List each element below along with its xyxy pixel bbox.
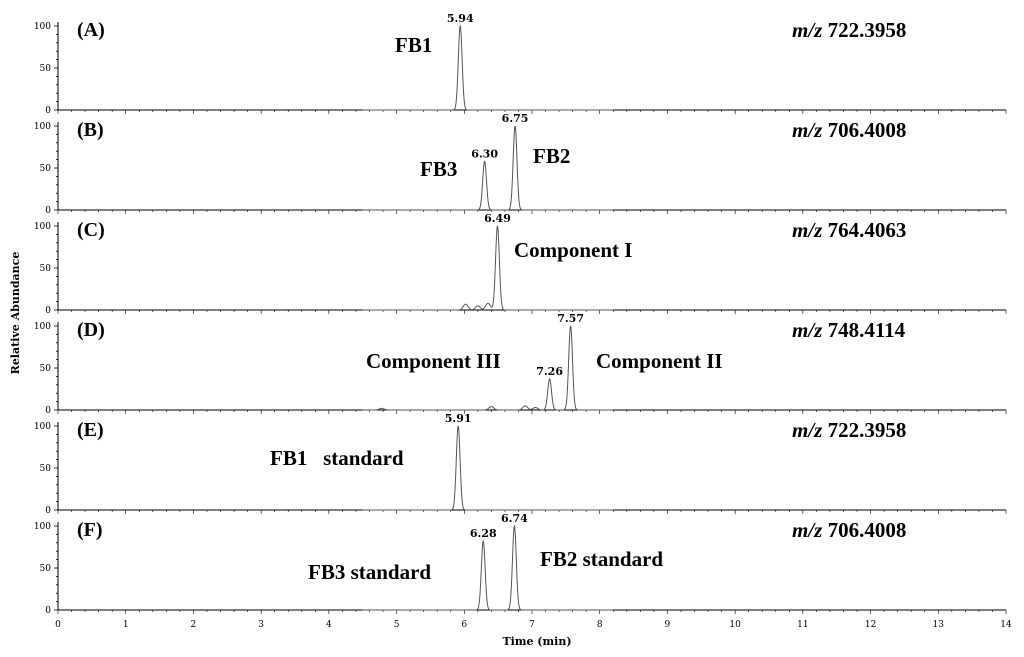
peak-name-label: FB1 standard (270, 446, 404, 470)
peak-rt-label: 6.30 (471, 147, 498, 160)
peak-rt-label: 5.94 (447, 12, 474, 25)
y-tick-label: 0 (45, 506, 51, 516)
y-tick-label: 100 (34, 22, 51, 32)
peak-name-label: Component II (596, 349, 723, 373)
panel-label: (D) (77, 319, 105, 341)
panel-label: (E) (77, 419, 104, 441)
mz-label: m/z 706.4008 (792, 118, 906, 142)
x-tick-label: 1 (123, 620, 129, 630)
x-tick-label: 3 (258, 620, 264, 630)
y-tick-label: 50 (40, 64, 52, 74)
peak-name-label: FB3 standard (308, 560, 431, 584)
peak-rt-label: 5.91 (445, 412, 472, 425)
peak-rt-label: 7.26 (536, 365, 563, 378)
mz-prefix: m/z (792, 18, 823, 42)
mz-value: 706.4008 (822, 118, 906, 142)
mz-label: m/z 764.4063 (792, 218, 906, 242)
panel-5: 0 50 100 (E) m/z 722.3958 5.91 FB1 standard (34, 412, 1007, 516)
x-tick-label: 13 (933, 620, 945, 630)
mz-value: 748.4114 (822, 318, 905, 342)
mz-value: 722.3958 (822, 18, 906, 42)
x-axis-title: Time (min) (502, 635, 571, 648)
y-tick-label: 100 (34, 522, 51, 532)
y-axis-title: Relative Abundance (9, 252, 22, 375)
y-tick-label: 0 (45, 206, 51, 216)
chromatogram-trace (362, 325, 614, 411)
x-tick-label: 12 (865, 620, 876, 630)
peak-rt-label: 6.28 (470, 527, 497, 540)
x-tick-label: 7 (529, 620, 535, 630)
peak-name-label: Component I (514, 238, 632, 262)
peak-name-label: FB1 (395, 33, 432, 57)
y-tick-label: 50 (40, 164, 52, 174)
chromatogram-trace (362, 225, 614, 311)
y-tick-label: 0 (45, 106, 51, 116)
peak-name-label: FB2 (533, 144, 570, 168)
y-tick-label: 0 (45, 306, 51, 316)
x-tick-label: 14 (1000, 620, 1012, 630)
chromatogram-trace (362, 524, 614, 611)
x-tick-label: 0 (55, 620, 61, 630)
x-tick-label: 2 (191, 620, 197, 630)
panel-2: 0 50 100 (B) m/z 706.4008 6.30 FB3 6.75 FB2 (34, 112, 1007, 216)
mz-prefix: m/z (792, 218, 823, 242)
y-tick-label: 50 (40, 564, 52, 574)
panel-6: 0 50 100 (F) m/z 706.4008 6.28 FB3 standard 6.7… (34, 512, 1007, 616)
chromatogram-trace (362, 125, 614, 211)
mz-prefix: m/z (792, 118, 823, 142)
mz-value: 722.3958 (822, 418, 906, 442)
mz-label: m/z 706.4008 (792, 518, 906, 542)
x-tick-label: 4 (326, 620, 332, 630)
mz-value: 764.4063 (822, 218, 906, 242)
mz-label: m/z 748.4114 (792, 318, 906, 342)
panel-1: 0 50 100 (A) m/z 722.3958 5.94 FB1 (34, 12, 1007, 116)
peak-name-label: FB2 standard (540, 547, 663, 571)
chromatogram-trace (362, 425, 614, 511)
y-tick-label: 100 (34, 122, 51, 132)
y-tick-label: 0 (45, 606, 51, 616)
panel-label: (C) (77, 219, 105, 241)
x-tick-label: 9 (665, 620, 671, 630)
peak-rt-label: 6.75 (502, 112, 529, 125)
mz-label: m/z 722.3958 (792, 18, 906, 42)
mz-prefix: m/z (792, 518, 823, 542)
mz-prefix: m/z (792, 418, 823, 442)
x-tick-label: 10 (729, 620, 741, 630)
y-tick-label: 50 (40, 264, 52, 274)
peak-name-label: FB3 (420, 157, 457, 181)
y-tick-label: 100 (34, 422, 51, 432)
chromatogram-trace (362, 24, 614, 111)
panel-4: 0 50 100 (D) m/z 748.4114 7.26 Component III 7.… (34, 312, 1007, 416)
peak-rt-label: 6.74 (501, 512, 528, 525)
panel-label: (F) (77, 519, 103, 541)
panel-label: (B) (77, 119, 104, 141)
x-tick-label: 8 (597, 620, 603, 630)
y-tick-label: 50 (40, 464, 52, 474)
x-tick-label: 5 (394, 620, 400, 630)
panel-label: (A) (77, 19, 105, 41)
peak-name-label: Component III (366, 349, 501, 373)
mz-value: 706.4008 (822, 518, 906, 542)
y-tick-label: 50 (40, 364, 52, 374)
x-tick-label: 6 (461, 620, 467, 630)
y-tick-label: 100 (34, 222, 51, 232)
mz-prefix: m/z (792, 318, 823, 342)
panels-group: 0 50 100 (A) m/z 722.3958 5.94 FB1 0 50 100 (B) m/z… (34, 12, 1007, 616)
x-tick-label: 11 (797, 620, 808, 630)
mz-label: m/z 722.3958 (792, 418, 906, 442)
y-tick-label: 100 (34, 322, 51, 332)
peak-rt-label: 7.57 (557, 312, 584, 325)
peak-rt-label: 6.49 (484, 212, 511, 225)
x-axis: 0 1 2 3 4 5 6 7 8 9 10 11 12 13 14 (55, 620, 1012, 630)
y-tick-label: 0 (45, 406, 51, 416)
